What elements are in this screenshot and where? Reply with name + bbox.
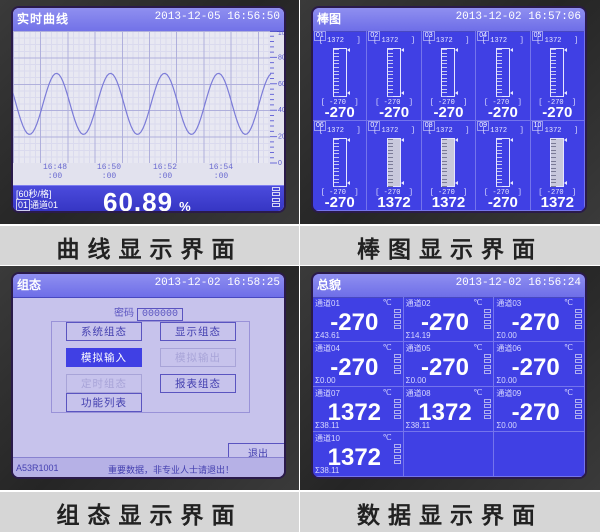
svg-text:100: 100: [278, 30, 284, 37]
svg-text:40: 40: [278, 107, 284, 114]
svg-text:60: 60: [278, 81, 284, 88]
svg-text:80: 80: [278, 54, 284, 61]
svg-text:20: 20: [278, 134, 284, 141]
svg-text:0: 0: [278, 160, 282, 167]
